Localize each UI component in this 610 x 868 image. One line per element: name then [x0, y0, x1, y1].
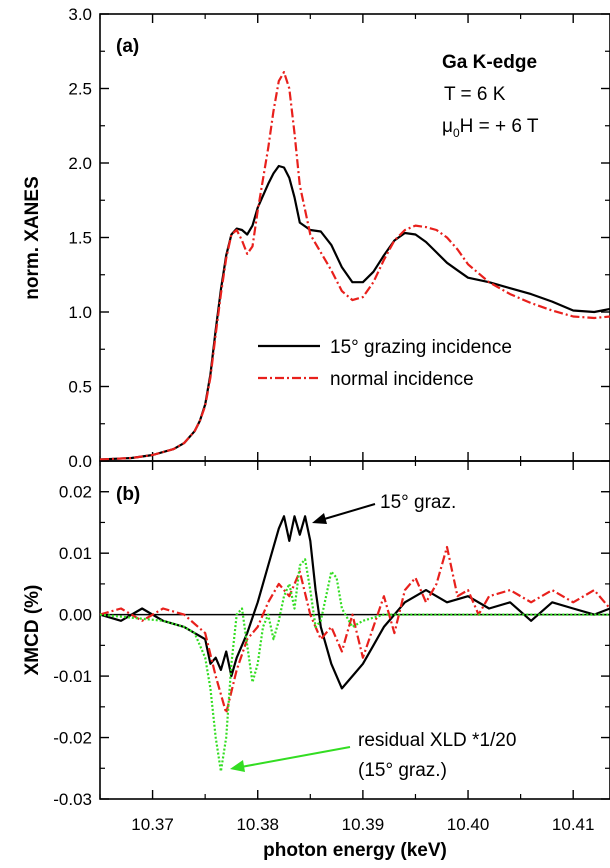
x-axis-title: photon energy (keV): [263, 840, 447, 861]
xmcd-series-2: [99, 558, 610, 773]
y-tick-label-a: 0.0: [68, 452, 92, 471]
panel-a-series: [99, 70, 610, 461]
y-tick-label-b: 0.02: [59, 483, 92, 502]
y-tick-label-b: 0.01: [59, 544, 92, 563]
grazing-arrowhead: [312, 513, 327, 524]
y-tick-label-a: 1.0: [68, 303, 92, 322]
x-tick-label: 10.40: [447, 815, 490, 834]
x-tick-label: 10.41: [552, 815, 595, 834]
y-axis-title-a: norm. XANES: [22, 176, 43, 300]
xmcd-series-0: [99, 515, 610, 690]
panel-b-series: [99, 515, 610, 773]
legend-text-grazing: 15° grazing incidence: [330, 337, 512, 358]
field-label: μ0H = + 6 T: [442, 116, 539, 140]
y-tick-label-a: 2.0: [68, 154, 92, 173]
y-tick-label-a: 2.5: [68, 80, 92, 99]
panel-a-ticks: 0.0 0.5 1.0 1.5 2.0 2.5 3.0: [68, 5, 610, 471]
panel-b-ticks: -0.03 -0.02 -0.01 0.00 0.01 0.02 10.37 10.38 10.…: [53, 461, 610, 834]
panel-a-label: (a): [116, 36, 139, 57]
xanes-series-1: [99, 70, 610, 461]
residual-annotation-line1: residual XLD *1/20: [358, 730, 516, 751]
field-subscript: 0: [453, 126, 460, 140]
temperature-label: T = 6 K: [444, 84, 506, 105]
panel-a-xanes: 0.0 0.5 1.0 1.5 2.0 2.5 3.0 (a) Ga K-edge T = …: [22, 5, 610, 471]
xanes-series-0: [99, 164, 610, 461]
y-tick-label-a: 1.5: [68, 229, 92, 248]
y-tick-label-a: 0.5: [68, 378, 92, 397]
xmcd-series-1: [99, 545, 610, 715]
legend: 15° grazing incidence normal incidence: [258, 337, 512, 390]
y-tick-label-b: 0.00: [59, 606, 92, 625]
x-tick-label: 10.38: [236, 815, 279, 834]
y-axis-title-b: XMCD (%): [22, 585, 43, 676]
x-tick-label: 10.37: [131, 815, 174, 834]
residual-annotation-line2: (15° graz.): [358, 760, 447, 781]
panel-b-xmcd: -0.03 -0.02 -0.01 0.00 0.01 0.02 10.37 10.38 10.…: [22, 460, 610, 861]
y-tick-label-a: 3.0: [68, 5, 92, 24]
x-tick-label: 10.39: [342, 815, 385, 834]
y-tick-label-b: -0.01: [53, 667, 92, 686]
y-tick-label-b: -0.02: [53, 729, 92, 748]
y-tick-label-b: -0.03: [53, 790, 92, 809]
panel-a-frame: [99, 13, 610, 462]
grazing-arrow: [320, 503, 376, 521]
residual-arrow: [240, 746, 351, 768]
legend-text-normal: normal incidence: [330, 369, 474, 390]
panel-b-label: (b): [116, 484, 140, 505]
grazing-annotation: 15° graz.: [380, 492, 456, 513]
field-prefix: μ: [442, 116, 453, 137]
residual-arrowhead: [230, 760, 245, 772]
field-suffix: H = + 6 T: [460, 116, 539, 137]
edge-label: Ga K-edge: [442, 52, 537, 73]
panel-b-frame: [99, 460, 610, 800]
